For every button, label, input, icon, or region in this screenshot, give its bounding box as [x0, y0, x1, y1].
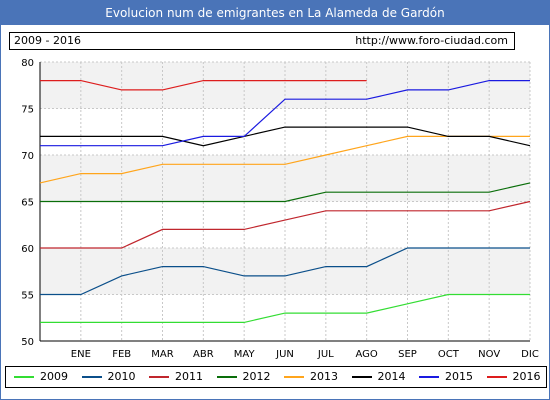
legend-swatch	[149, 376, 169, 378]
legend-label: 2012	[242, 370, 271, 383]
x-tick-label: MAR	[151, 349, 173, 360]
series-lines	[39, 79, 531, 323]
series-line-2015	[40, 79, 530, 147]
series-line-2012	[40, 182, 531, 203]
x-tick-labels: ENE FEB MAR ABR MAY JUN JUL AGO SEP OCT NOV DIC	[71, 349, 539, 360]
source-url: http://www.foro-ciudad.com	[355, 34, 508, 47]
y-tick-label: 60	[21, 244, 34, 255]
series-line-2009	[40, 293, 530, 323]
x-tick-label: DIC	[521, 349, 539, 360]
x-tick-label: MAY	[234, 349, 256, 360]
year-range-label: 2009 - 2016	[14, 34, 81, 47]
y-tick-label: 70	[21, 151, 34, 162]
y-tick-labels: 50 55 60 65 70 75 80	[21, 58, 34, 348]
legend-swatch	[216, 376, 237, 378]
series-line-2011	[40, 200, 531, 249]
series-line-2010	[40, 247, 530, 296]
series-line-2016	[40, 79, 367, 91]
legend-swatch	[351, 376, 372, 378]
legend-label: 2016	[512, 370, 541, 383]
x-tick-label: FEB	[112, 349, 131, 360]
legend: 2009 2010 2011 2012 2013 2014 2015 2016	[5, 366, 547, 388]
info-bar: 2009 - 2016 http://www.foro-ciudad.com	[9, 32, 515, 50]
legend-label: 2013	[310, 370, 338, 383]
series-line-2014	[40, 126, 531, 147]
legend-swatch	[81, 376, 102, 378]
y-tick-label: 75	[21, 105, 34, 116]
chart-title: Evolucion num de emigrantes en La Alamed…	[1, 1, 549, 25]
legend-swatch	[14, 376, 34, 378]
x-tick-label: ABR	[193, 349, 214, 360]
legend-swatch	[419, 376, 439, 378]
legend-swatch	[284, 376, 304, 378]
y-tick-label: 55	[21, 291, 34, 302]
legend-swatch	[486, 376, 507, 378]
legend-label: 2010	[107, 370, 136, 383]
y-tick-label: 50	[21, 337, 34, 348]
legend-label: 2009	[40, 370, 68, 383]
x-tick-label: ENE	[71, 349, 91, 360]
x-tick-label: NOV	[478, 349, 500, 360]
legend-label: 2011	[175, 370, 203, 383]
y-tick-label: 65	[21, 198, 34, 209]
plot-band	[40, 62, 530, 109]
legend-label: 2014	[377, 370, 406, 383]
x-tick-label: OCT	[438, 349, 460, 360]
x-tick-label: AGO	[356, 349, 378, 360]
y-tick-label: 80	[21, 58, 34, 69]
legend-label: 2015	[445, 370, 473, 383]
x-tick-label: JUL	[317, 349, 334, 360]
x-tick-label: SEP	[398, 349, 417, 360]
x-tick-label: JUN	[275, 349, 294, 360]
